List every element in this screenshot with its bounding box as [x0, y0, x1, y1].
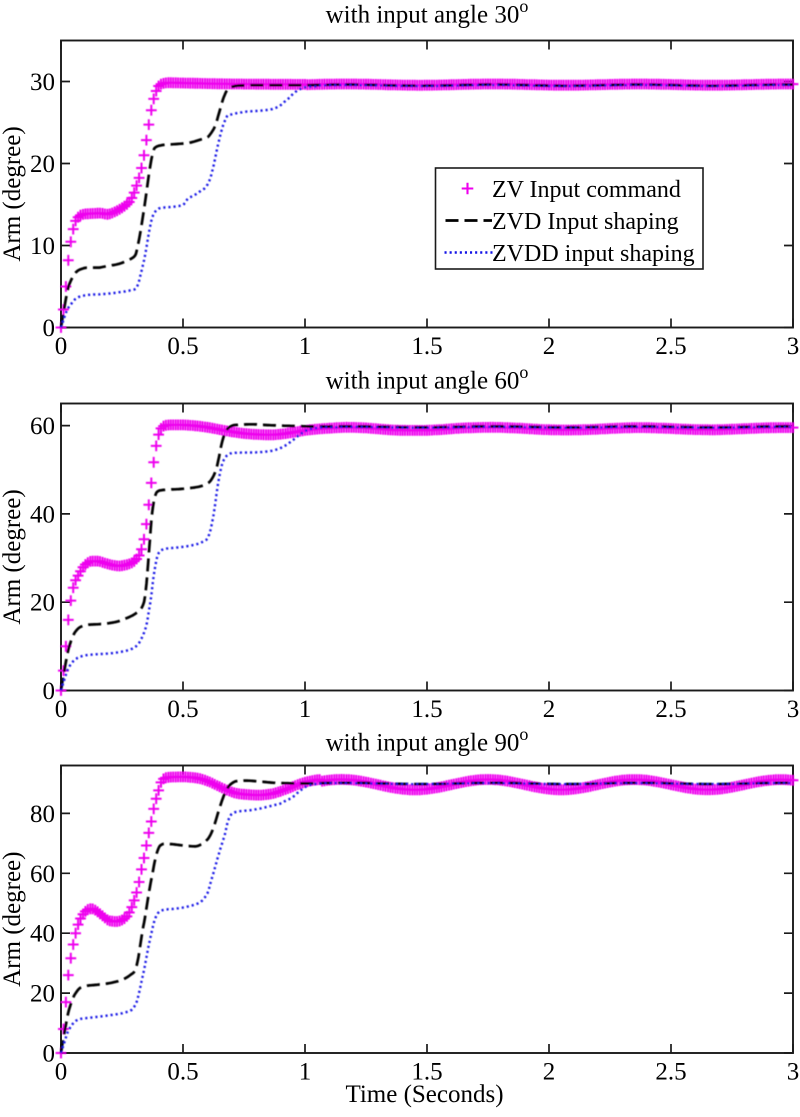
svg-text:with input angle 90o: with input angle 90o [326, 724, 529, 757]
svg-text:0: 0 [43, 678, 56, 705]
svg-text:1.5: 1.5 [411, 333, 442, 360]
svg-text:2: 2 [543, 696, 556, 723]
svg-text:0: 0 [55, 696, 68, 723]
svg-text:10: 10 [30, 233, 55, 260]
svg-text:3: 3 [787, 1059, 800, 1086]
svg-text:Time (Seconds): Time (Seconds) [345, 1081, 503, 1108]
svg-text:0: 0 [43, 1041, 56, 1068]
svg-text:20: 20 [30, 981, 55, 1008]
svg-text:1: 1 [299, 333, 312, 360]
svg-text:0: 0 [55, 1059, 68, 1086]
svg-text:80: 80 [30, 801, 55, 828]
svg-text:0: 0 [55, 333, 68, 360]
svg-text:1.5: 1.5 [411, 1059, 442, 1086]
svg-text:ZV Input command: ZV Input command [492, 177, 681, 203]
svg-text:60: 60 [30, 861, 55, 888]
svg-text:2: 2 [543, 1059, 556, 1086]
svg-text:with input angle 30o: with input angle 30o [326, 0, 529, 29]
svg-text:1.5: 1.5 [411, 696, 442, 723]
svg-text:ZVD Input shaping: ZVD Input shaping [492, 209, 679, 235]
svg-text:2.5: 2.5 [655, 1059, 686, 1086]
svg-text:0.5: 0.5 [167, 333, 198, 360]
svg-text:30: 30 [30, 69, 55, 96]
svg-text:2.5: 2.5 [655, 333, 686, 360]
svg-text:with input angle 60o: with input angle 60o [326, 362, 529, 395]
svg-text:60: 60 [30, 413, 55, 440]
svg-text:2.5: 2.5 [655, 696, 686, 723]
svg-text:0.5: 0.5 [167, 1059, 198, 1086]
svg-text:Arm (degree): Arm (degree) [0, 852, 26, 987]
svg-text:3: 3 [787, 333, 800, 360]
svg-text:0: 0 [43, 315, 56, 342]
svg-text:2: 2 [543, 333, 556, 360]
svg-text:40: 40 [30, 501, 55, 528]
svg-text:Arm (degree): Arm (degree) [0, 126, 26, 261]
svg-text:Arm (degree): Arm (degree) [0, 489, 26, 624]
svg-text:40: 40 [30, 921, 55, 948]
svg-text:0.5: 0.5 [167, 696, 198, 723]
svg-text:3: 3 [787, 696, 800, 723]
svg-text:20: 20 [30, 590, 55, 617]
svg-text:1: 1 [299, 1059, 312, 1086]
svg-text:ZVDD input shaping: ZVDD input shaping [492, 241, 695, 267]
svg-text:1: 1 [299, 696, 312, 723]
svg-text:20: 20 [30, 151, 55, 178]
